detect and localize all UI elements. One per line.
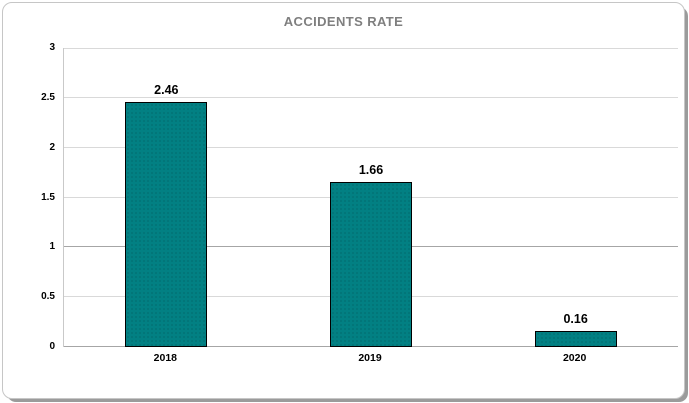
ytick-label-1.5: 1.5 [41,191,55,203]
gridline-y-2 [64,146,678,148]
ytick-label-0.5: 0.5 [41,291,55,303]
ytick-label-3: 3 [49,42,55,53]
data-label-2020: 0.16 [563,312,588,327]
chart-title: ACCIDENTS RATE [283,14,404,29]
xcat-label-2020: 2020 [562,352,587,364]
data-label-2018: 2.46 [154,82,179,97]
data-label-2019: 1.66 [358,162,384,177]
bar-2018 [125,101,208,347]
plot-area: 2.46 1.66 0.16 [63,48,678,347]
gridline-y-3 [64,48,678,49]
gridline-y-2.5 [64,96,678,98]
ytick-label-2.5: 2.5 [41,91,55,103]
ytick-label-0: 0 [49,341,55,352]
chart-frame: ACCIDENTS RATE 2.46 1.66 0.16 0 0.5 1 1.5 2 2.5… [2,2,685,399]
bar-2019 [330,181,412,347]
xcat-label-2019: 2019 [358,352,382,364]
xcat-label-2018: 2018 [153,352,177,364]
ytick-label-1: 1 [49,241,55,253]
bar-2020 [534,331,617,347]
ytick-label-2: 2 [49,141,55,153]
